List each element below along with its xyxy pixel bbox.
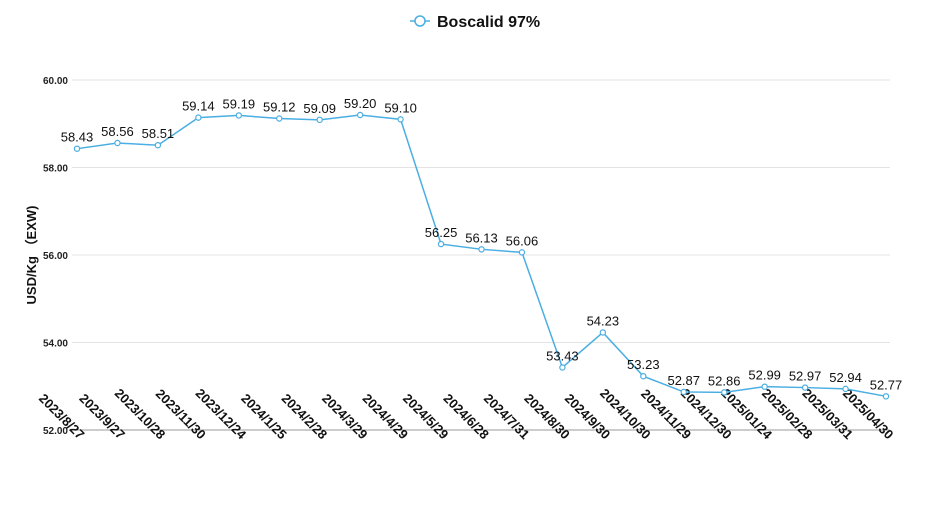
data-point bbox=[235, 112, 242, 119]
data-label: 59.14 bbox=[182, 99, 215, 114]
data-label: 52.87 bbox=[667, 373, 700, 388]
data-point bbox=[397, 116, 404, 123]
x-axis-ticks: 2023/8/272023/9/272023/10/282023/11/3020… bbox=[36, 385, 897, 442]
data-label: 54.23 bbox=[587, 313, 620, 328]
y-tick-label: 54.00 bbox=[43, 339, 68, 350]
data-label: 58.56 bbox=[101, 124, 134, 139]
data-point bbox=[599, 329, 607, 336]
data-labels: 58.43 58.56 58.51 59.14 59.19 59.12 59.09 59.20… bbox=[61, 96, 903, 392]
data-label: 52.94 bbox=[829, 370, 862, 385]
data-point bbox=[478, 246, 485, 253]
data-label: 52.99 bbox=[748, 368, 781, 383]
legend: Boscalid 97% bbox=[410, 14, 540, 31]
data-label: 59.19 bbox=[223, 96, 256, 111]
data-point bbox=[195, 114, 202, 121]
y-tick-label: 58.00 bbox=[43, 164, 68, 175]
data-point bbox=[276, 115, 283, 122]
series-boscalid bbox=[73, 111, 890, 400]
data-label: 59.09 bbox=[303, 101, 336, 116]
data-point bbox=[640, 372, 647, 380]
data-label: 59.12 bbox=[263, 100, 296, 115]
data-point bbox=[761, 383, 768, 390]
data-point bbox=[437, 240, 445, 248]
data-point bbox=[316, 116, 323, 124]
y-axis-ticks: 52.00 54.00 56.00 58.00 60.00 bbox=[43, 76, 68, 437]
data-label: 56.13 bbox=[465, 230, 498, 245]
data-label: 59.20 bbox=[344, 96, 377, 111]
data-label: 52.97 bbox=[789, 369, 822, 384]
data-point bbox=[518, 249, 526, 256]
data-label: 56.06 bbox=[506, 233, 539, 248]
y-tick-label: 52.00 bbox=[43, 426, 68, 437]
data-point bbox=[721, 389, 728, 396]
data-point bbox=[680, 388, 687, 396]
data-label: 52.86 bbox=[708, 373, 741, 388]
y-tick-label: 56.00 bbox=[43, 251, 68, 262]
data-point bbox=[801, 384, 809, 391]
y-axis-label: USD/Kg （EXW) bbox=[24, 206, 39, 305]
data-label: 58.51 bbox=[142, 126, 175, 141]
data-label: 56.25 bbox=[425, 225, 458, 240]
data-point bbox=[356, 111, 364, 119]
data-point bbox=[154, 141, 162, 149]
data-point bbox=[114, 139, 121, 147]
data-point bbox=[73, 145, 81, 152]
y-tick-label: 60.00 bbox=[43, 76, 68, 87]
data-point bbox=[842, 385, 849, 393]
data-label: 53.43 bbox=[546, 348, 579, 363]
data-label: 59.10 bbox=[384, 100, 417, 115]
series-line bbox=[76, 114, 887, 398]
legend-entry: Boscalid 97% bbox=[437, 14, 540, 31]
legend-marker-swatch bbox=[414, 15, 426, 27]
data-label: 53.23 bbox=[627, 357, 660, 372]
data-point bbox=[559, 364, 566, 371]
gridlines bbox=[72, 79, 890, 431]
data-point bbox=[882, 393, 890, 400]
data-label: 52.77 bbox=[870, 377, 903, 392]
data-label: 58.43 bbox=[61, 130, 94, 145]
